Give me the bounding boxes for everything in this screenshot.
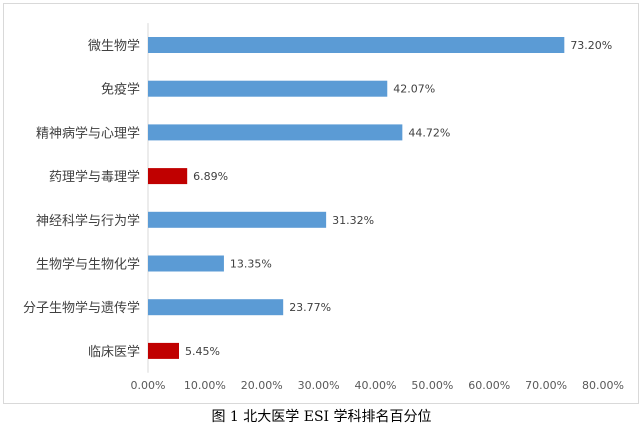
data-label: 73.20% xyxy=(570,39,612,52)
category-label: 免疫学 xyxy=(101,82,140,98)
bar xyxy=(148,299,284,316)
x-tick-label: 80.00% xyxy=(582,379,624,392)
bar xyxy=(148,124,403,141)
figure-caption: 图 1 北大医学 ESI 学科排名百分位 xyxy=(211,409,432,425)
x-tick-label: 30.00% xyxy=(298,379,340,392)
x-tick-label: 50.00% xyxy=(411,379,453,392)
category-label: 分子生物学与遗传学 xyxy=(23,300,140,316)
x-tick-label: 40.00% xyxy=(355,379,397,392)
data-label: 42.07% xyxy=(393,83,435,96)
category-label: 精神病学与心理学 xyxy=(36,125,140,141)
data-label: 31.32% xyxy=(332,214,374,227)
bar xyxy=(148,37,565,53)
category-label: 神经科学与行为学 xyxy=(36,213,140,229)
category-label: 微生物学 xyxy=(88,38,140,54)
chart-frame: 微生物学 73.20% 免疫学 42.07% 精神病学与心理学 44.72% 药理学与毒理学… xyxy=(3,3,639,404)
data-label: 23.77% xyxy=(289,301,331,314)
x-tick-label: 20.00% xyxy=(241,379,283,392)
x-tick-label: 60.00% xyxy=(468,379,510,392)
data-label: 13.35% xyxy=(230,258,272,271)
bar-chart: 微生物学 73.20% 免疫学 42.07% 精神病学与心理学 44.72% 药理学与毒理学… xyxy=(23,23,624,392)
category-label: 临床医学 xyxy=(88,344,140,360)
x-tick-label: 70.00% xyxy=(525,379,567,392)
data-label: 6.89% xyxy=(193,170,228,183)
category-label: 生物学与生物化学 xyxy=(36,257,140,273)
bar xyxy=(148,168,188,185)
bar xyxy=(148,80,388,97)
x-tick-label: 10.00% xyxy=(184,379,226,392)
x-tick-label: 0.00% xyxy=(131,379,166,392)
bar xyxy=(148,342,179,359)
data-label: 5.45% xyxy=(185,345,220,358)
data-label: 44.72% xyxy=(408,126,450,139)
bar xyxy=(148,211,327,228)
category-label: 药理学与毒理学 xyxy=(49,169,140,185)
bar xyxy=(148,255,224,272)
